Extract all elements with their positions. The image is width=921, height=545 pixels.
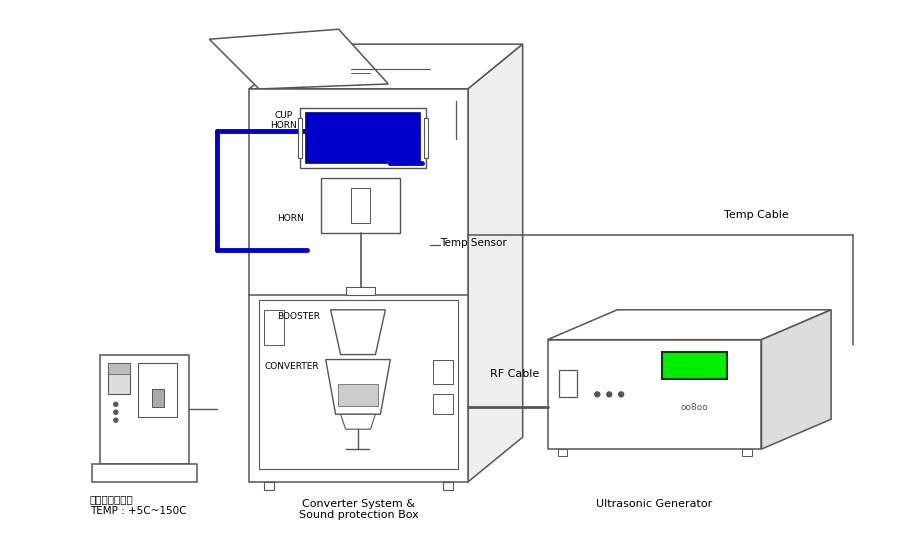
Bar xyxy=(338,384,379,407)
Circle shape xyxy=(607,392,612,397)
Text: Temp Sensor: Temp Sensor xyxy=(440,238,507,248)
Text: 향론순환시스템: 향론순환시스템 xyxy=(90,494,134,504)
Bar xyxy=(557,449,567,456)
Bar xyxy=(297,118,302,158)
Circle shape xyxy=(595,392,600,397)
Bar xyxy=(137,362,178,417)
Polygon shape xyxy=(341,414,376,429)
Circle shape xyxy=(114,410,118,414)
Text: CONVERTER: CONVERTER xyxy=(264,362,319,371)
Bar xyxy=(345,287,376,295)
Bar xyxy=(433,395,453,414)
Bar xyxy=(259,300,458,469)
Text: RF Cable: RF Cable xyxy=(490,370,539,379)
Polygon shape xyxy=(209,29,389,89)
Circle shape xyxy=(619,392,624,397)
Bar xyxy=(152,389,164,407)
Polygon shape xyxy=(762,310,831,449)
Bar xyxy=(425,118,428,158)
Text: HORN: HORN xyxy=(277,214,304,223)
Bar xyxy=(300,108,426,167)
Bar xyxy=(108,362,130,374)
Bar xyxy=(321,178,401,233)
Bar xyxy=(443,482,453,490)
Polygon shape xyxy=(249,44,523,89)
Circle shape xyxy=(114,402,118,407)
Bar xyxy=(548,340,762,449)
Text: Temp Cable: Temp Cable xyxy=(724,210,788,220)
Bar xyxy=(306,113,420,162)
Bar xyxy=(92,464,197,482)
Bar xyxy=(99,355,190,464)
Text: Ultrasonic Generator: Ultrasonic Generator xyxy=(596,499,712,509)
Bar xyxy=(351,189,370,223)
Text: CUP
HORN: CUP HORN xyxy=(271,111,297,130)
Bar xyxy=(433,360,453,384)
Bar xyxy=(249,89,468,482)
Bar xyxy=(662,352,727,379)
Bar xyxy=(264,482,274,490)
Polygon shape xyxy=(548,310,831,340)
Bar xyxy=(559,370,577,397)
Text: Converter System &
Sound protection Box: Converter System & Sound protection Box xyxy=(298,499,418,520)
Bar xyxy=(108,362,130,395)
Circle shape xyxy=(114,418,118,422)
Polygon shape xyxy=(468,44,523,482)
Polygon shape xyxy=(331,310,385,355)
Bar xyxy=(264,310,284,344)
Bar xyxy=(741,449,752,456)
Text: BOOSTER: BOOSTER xyxy=(277,312,320,321)
Polygon shape xyxy=(326,360,391,414)
Text: TEMP : +5C~150C: TEMP : +5C~150C xyxy=(90,506,186,516)
Text: oo8oo: oo8oo xyxy=(681,403,708,412)
